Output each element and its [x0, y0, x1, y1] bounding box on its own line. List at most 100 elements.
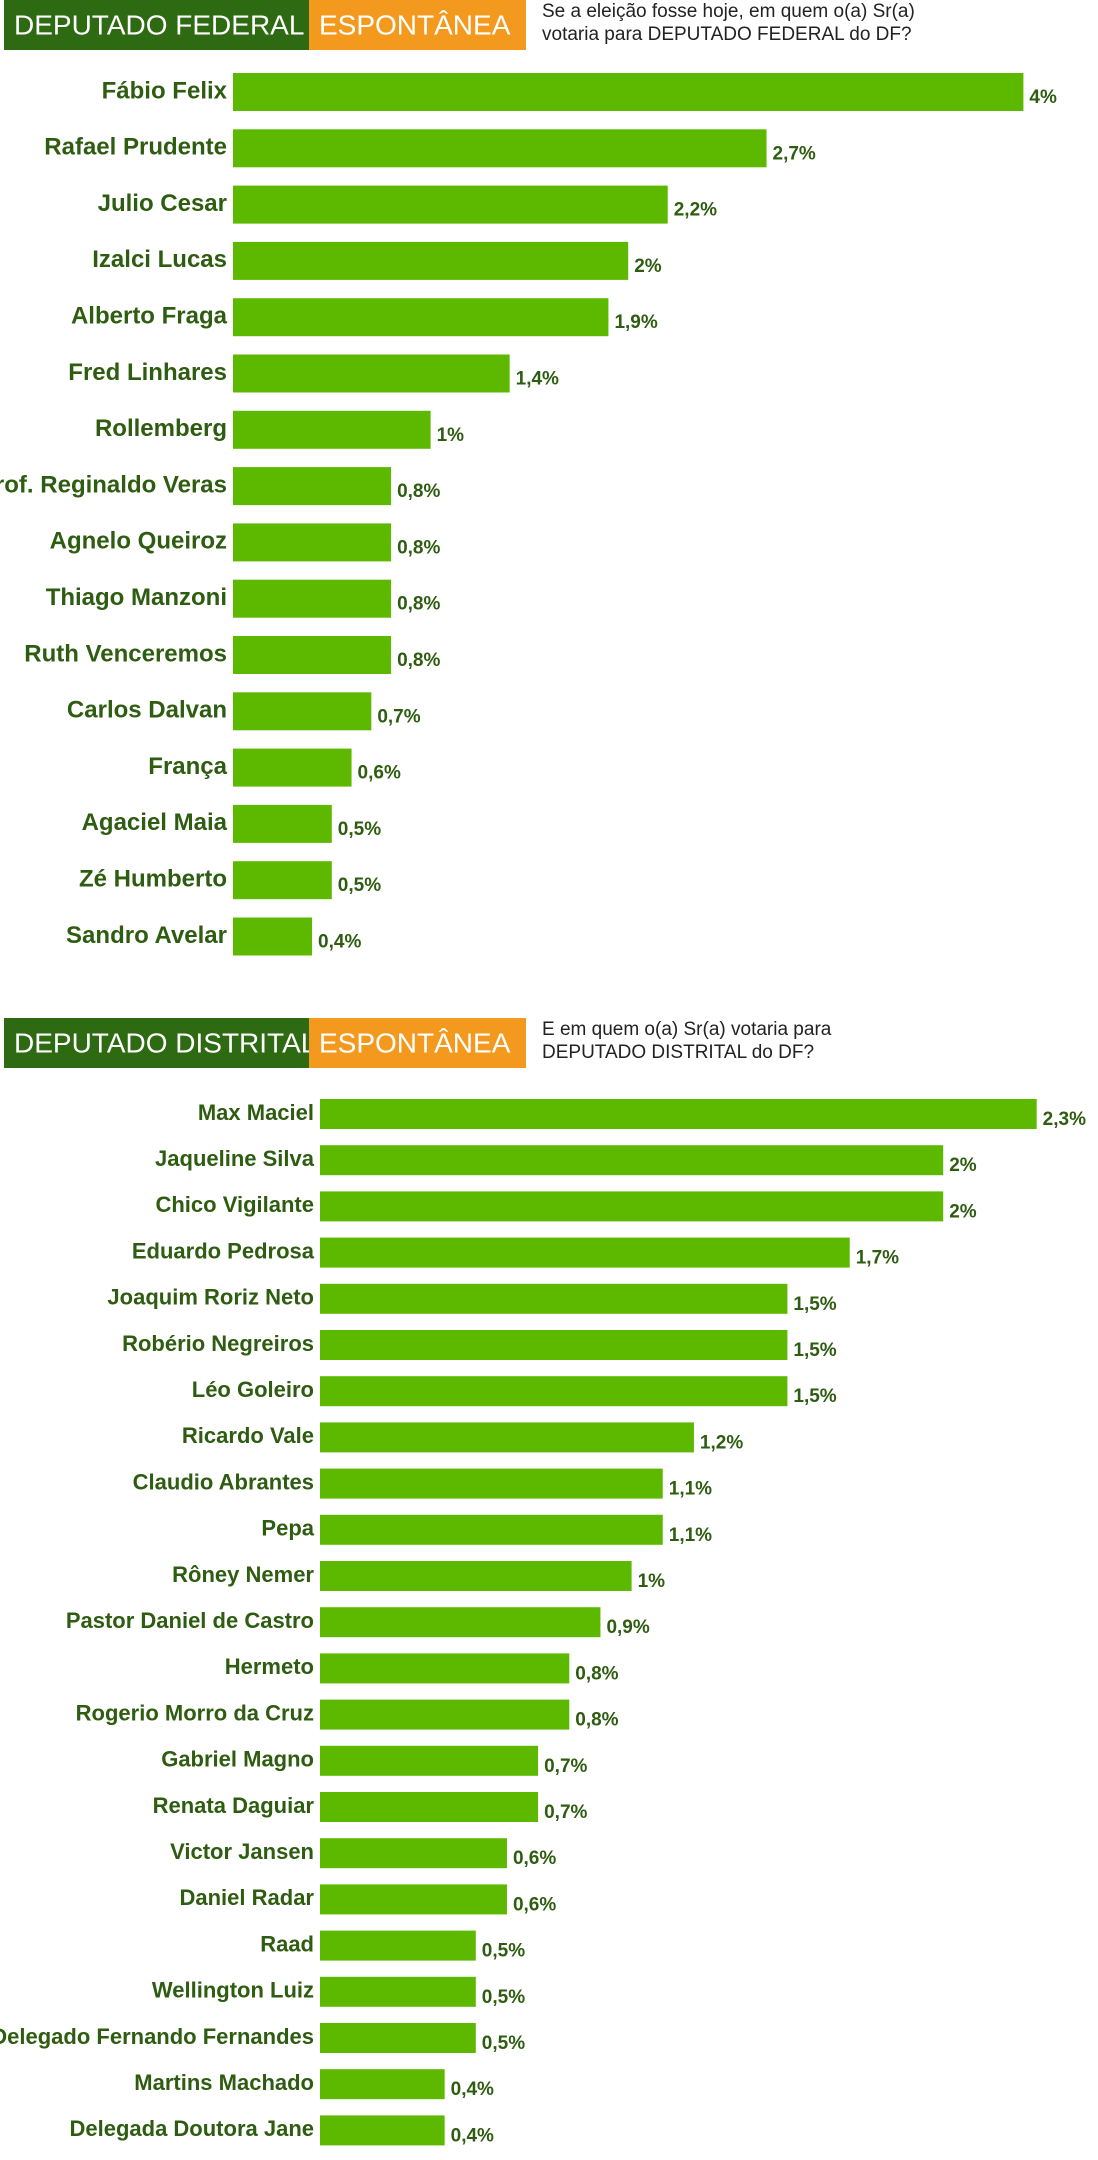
- bar: [233, 804, 332, 843]
- value-label: 2,2%: [674, 200, 717, 221]
- category-label: Jaqueline Silva: [155, 1146, 315, 1171]
- category-label: Fábio Felix: [102, 77, 228, 104]
- value-label: 1,2%: [700, 1432, 743, 1453]
- value-label: 1,4%: [516, 369, 559, 390]
- value-label: 0,5%: [482, 1987, 525, 2008]
- bar: [320, 1930, 476, 1961]
- category-label: Chico Vigilante: [155, 1192, 314, 1217]
- category-label: Agnelo Queiroz: [50, 528, 227, 555]
- subtitle: DEPUTADO DISTRITAL do DF?: [542, 1042, 814, 1063]
- value-label: 1,5%: [793, 1294, 836, 1315]
- category-label: Rôney Nemer: [172, 1562, 314, 1587]
- value-label: 2%: [634, 256, 662, 277]
- bar: [233, 354, 510, 393]
- category-label: Raad: [260, 1931, 314, 1956]
- subtitle: votaria para DEPUTADO FEDERAL do DF?: [542, 24, 912, 45]
- bar: [233, 298, 609, 337]
- category-label: Alberto Fraga: [71, 303, 228, 330]
- bar: [320, 1237, 850, 1268]
- category-label: Victor Jansen: [170, 1839, 314, 1864]
- value-label: 0,6%: [358, 763, 401, 784]
- category-label: Fred Linhares: [68, 359, 227, 386]
- bar: [233, 579, 392, 618]
- value-label: 0,8%: [575, 1663, 618, 1684]
- bar: [320, 1468, 663, 1499]
- bar: [233, 692, 372, 731]
- category-label: Pepa: [261, 1516, 314, 1541]
- category-label: Léo Goleiro: [192, 1377, 314, 1402]
- bar: [320, 2069, 445, 2100]
- bar: [320, 1099, 1037, 1129]
- value-label: 0,5%: [338, 819, 381, 840]
- category-label: Claudio Abrantes: [133, 1469, 314, 1494]
- value-label: 0,8%: [397, 594, 440, 615]
- tag: ESPONTÂNEA: [319, 9, 511, 40]
- tag-box: [309, 0, 526, 50]
- value-label: 2,3%: [1043, 1109, 1086, 1130]
- category-label: Julio Cesar: [98, 190, 227, 217]
- category-label: Hermeto: [225, 1654, 314, 1679]
- bar: [320, 1745, 539, 1776]
- value-label: 2,7%: [773, 143, 816, 164]
- value-label: 4%: [1029, 87, 1057, 108]
- bar: [320, 1699, 570, 1730]
- bar: [320, 1191, 944, 1222]
- value-label: 1%: [437, 425, 465, 446]
- value-label: 0,7%: [544, 1756, 587, 1777]
- category-label: Ruth Venceremos: [24, 640, 227, 667]
- category-label: Rogerio Morro da Cruz: [76, 1700, 314, 1725]
- title-box: [4, 1018, 309, 1068]
- category-label: Thiago Manzoni: [46, 584, 227, 611]
- bar: [320, 1514, 663, 1545]
- bar: [233, 73, 1024, 111]
- value-label: 0,6%: [513, 1848, 556, 1869]
- category-label: Sandro Avelar: [66, 922, 227, 949]
- category-label: Rafael Prudente: [44, 134, 227, 161]
- bar: [320, 1145, 944, 1176]
- category-label: Martins Machado: [134, 2070, 314, 2095]
- category-label: Eduardo Pedrosa: [132, 1238, 315, 1263]
- bar: [320, 1561, 632, 1591]
- value-label: 1,9%: [614, 312, 657, 333]
- value-label: 1,7%: [856, 1248, 899, 1269]
- category-label: Prof. Reginaldo Veras: [0, 471, 227, 498]
- category-label: Ricardo Vale: [182, 1423, 314, 1448]
- category-label: Rollemberg: [95, 415, 227, 442]
- bar: [320, 1422, 694, 1453]
- value-label: 0,5%: [482, 1941, 525, 1962]
- value-label: 1,5%: [793, 1340, 836, 1361]
- bar: [320, 1330, 788, 1360]
- category-label: Zé Humberto: [79, 866, 227, 893]
- bar: [233, 748, 352, 787]
- value-label: 0,8%: [575, 1710, 618, 1731]
- value-label: 0,6%: [513, 1894, 556, 1915]
- category-label: Wellington Luiz: [152, 1978, 314, 2003]
- bar: [233, 636, 392, 674]
- category-label: França: [148, 753, 227, 780]
- value-label: 1%: [638, 1571, 666, 1592]
- value-label: 0,9%: [606, 1617, 649, 1638]
- value-label: 0,4%: [451, 2079, 494, 2100]
- bar: [320, 1283, 788, 1314]
- category-label: Delegado Fernando Fernandes: [0, 2024, 314, 2049]
- bar: [233, 523, 392, 562]
- value-label: 1,1%: [669, 1479, 712, 1500]
- bar: [320, 1607, 601, 1638]
- bar: [233, 129, 767, 168]
- bar: [320, 1976, 476, 2007]
- bar: [320, 1838, 507, 1869]
- chart-title: DEPUTADO FEDERAL: [14, 9, 304, 40]
- value-label: 0,5%: [482, 2033, 525, 2054]
- value-label: 0,7%: [544, 1802, 587, 1823]
- value-label: 2%: [949, 1201, 977, 1222]
- category-label: Robério Negreiros: [122, 1331, 314, 1356]
- category-label: Max Maciel: [198, 1100, 314, 1125]
- subtitle: E em quem o(a) Sr(a) votaria para: [542, 1019, 832, 1040]
- bar: [320, 2023, 476, 2053]
- tag-box: [309, 1018, 526, 1068]
- value-label: 1,5%: [793, 1386, 836, 1407]
- bar: [233, 410, 431, 449]
- value-label: 0,8%: [397, 650, 440, 671]
- bar: [320, 1376, 788, 1407]
- value-label: 0,7%: [377, 706, 420, 727]
